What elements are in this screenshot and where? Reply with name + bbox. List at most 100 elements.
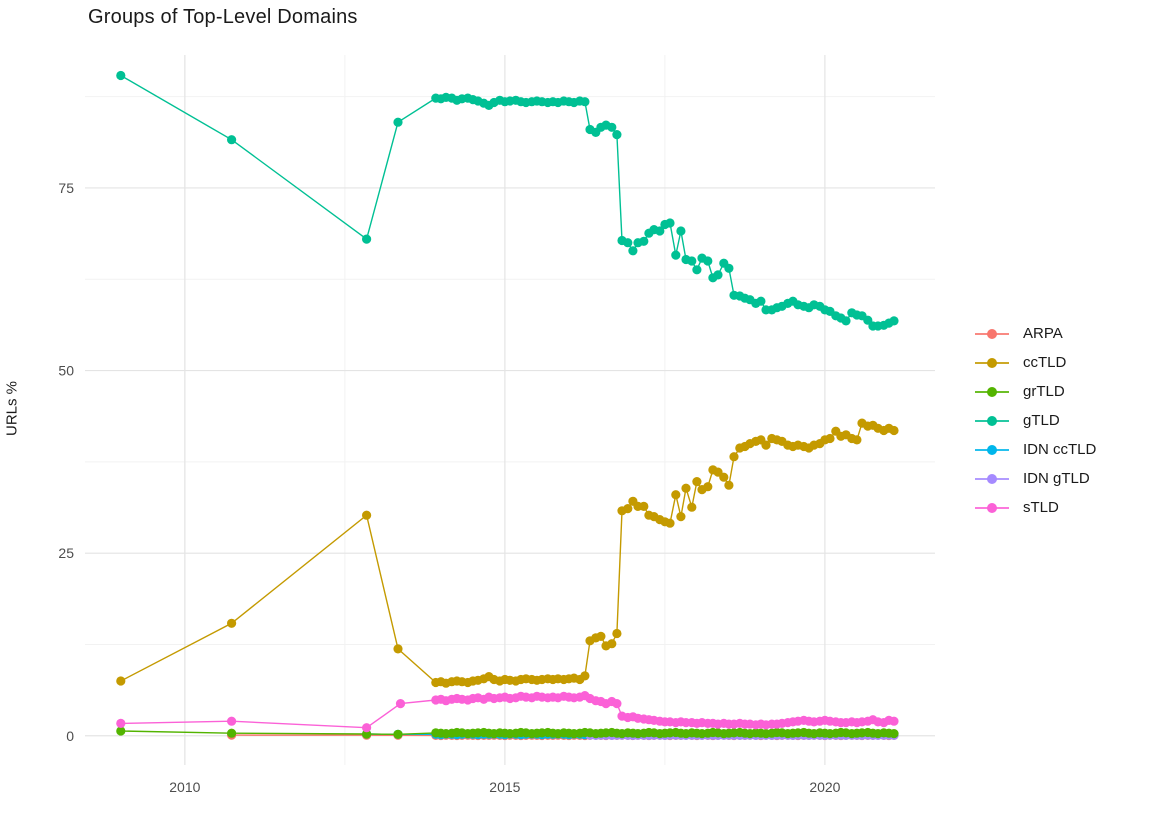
- legend-key-icon: [975, 441, 1009, 459]
- data-point: [623, 504, 633, 514]
- x-tick-label: 2020: [809, 779, 840, 795]
- legend-item-gtld: gTLD: [975, 406, 1096, 435]
- y-tick-label: 50: [58, 363, 74, 379]
- data-point: [612, 130, 622, 140]
- data-point: [692, 265, 702, 275]
- legend-dot-icon: [987, 357, 997, 368]
- data-point: [623, 238, 633, 248]
- data-point: [227, 135, 237, 145]
- data-point: [676, 511, 686, 522]
- data-point: [665, 518, 675, 528]
- legend-key-icon: [975, 383, 1009, 401]
- data-point: [395, 699, 406, 709]
- data-point: [639, 236, 649, 246]
- x-tick-label: 2010: [169, 779, 200, 795]
- data-point: [825, 433, 835, 444]
- legend-item-stld: sTLD: [975, 493, 1096, 522]
- gridlines-major: [85, 55, 935, 765]
- legend-item-label: IDN gTLD: [1023, 470, 1090, 487]
- legend-item-idn-cctld: IDN ccTLD: [975, 435, 1096, 464]
- data-point: [116, 718, 126, 729]
- legend-dot-icon: [987, 502, 997, 513]
- data-point: [596, 631, 606, 642]
- legend-item-cctld: ccTLD: [975, 348, 1096, 377]
- legend-key-icon: [975, 354, 1009, 372]
- legend-dot-icon: [987, 328, 997, 339]
- data-point: [362, 510, 372, 520]
- legend-dot-icon: [987, 444, 997, 455]
- legend-key-icon: [975, 325, 1009, 343]
- data-point: [227, 716, 237, 726]
- legend-key-icon: [975, 499, 1009, 517]
- data-point: [362, 234, 372, 244]
- series-stld: [116, 691, 899, 733]
- data-point: [362, 729, 372, 739]
- legend-item-label: grTLD: [1023, 383, 1065, 400]
- y-tick-label: 0: [66, 728, 74, 744]
- data-point: [692, 477, 702, 487]
- y-tick-label: 25: [58, 545, 74, 561]
- legend-item-idn-gtld: IDN gTLD: [975, 464, 1096, 493]
- legend-dot-icon: [987, 415, 997, 426]
- legend-key-icon: [975, 412, 1009, 430]
- data-point: [713, 270, 723, 280]
- legend-item-grtld: grTLD: [975, 377, 1096, 406]
- data-point: [687, 256, 697, 266]
- data-point: [612, 699, 622, 709]
- data-point: [116, 70, 126, 81]
- data-point: [671, 250, 681, 260]
- data-point: [889, 316, 899, 326]
- legend: ARPA ccTLD grTLD gTLD IDN ccTLD IDN gTLD sTLD: [975, 319, 1096, 522]
- data-point: [655, 226, 665, 236]
- gridlines-minor: [85, 55, 935, 765]
- y-tick-label: 75: [58, 180, 74, 196]
- legend-item-label: IDN ccTLD: [1023, 441, 1097, 458]
- data-point: [703, 256, 713, 266]
- data-point: [729, 452, 739, 462]
- data-point: [756, 296, 766, 306]
- data-point: [676, 226, 686, 236]
- data-point: [841, 316, 851, 326]
- data-point: [703, 482, 713, 492]
- data-point: [393, 117, 403, 127]
- data-point: [362, 723, 372, 733]
- data-point: [393, 729, 403, 739]
- data-point: [889, 716, 899, 726]
- chart-title: Groups of Top-Level Domains: [88, 6, 358, 28]
- data-point: [580, 671, 590, 681]
- legend-item-label: gTLD: [1023, 412, 1060, 429]
- data-point: [607, 639, 617, 649]
- x-tick-label: 2015: [489, 779, 520, 795]
- data-point: [227, 728, 237, 738]
- data-point: [639, 501, 649, 511]
- data-point: [580, 97, 590, 107]
- data-point: [116, 676, 126, 686]
- data-point: [761, 440, 771, 450]
- series-line: [120, 74, 895, 327]
- data-point: [724, 480, 734, 490]
- data-point: [681, 483, 691, 493]
- axis-tick-labels: 0 25 50 75 2010 2015 2020: [58, 180, 840, 795]
- data-point: [227, 618, 237, 628]
- series-gtld: [116, 70, 899, 331]
- data-point: [724, 263, 734, 273]
- legend-item-label: sTLD: [1023, 499, 1059, 516]
- data-point: [607, 122, 617, 132]
- legend-key-icon: [975, 470, 1009, 488]
- legend-dot-icon: [987, 386, 997, 397]
- data-point: [687, 502, 697, 512]
- legend-dot-icon: [987, 473, 997, 484]
- data-point: [393, 644, 403, 654]
- legend-item-arpa: ARPA: [975, 319, 1096, 348]
- legend-item-label: ARPA: [1023, 325, 1063, 342]
- data-point: [665, 218, 675, 228]
- data-point: [719, 472, 729, 482]
- series-grtld: [116, 726, 899, 739]
- data-point: [671, 490, 681, 500]
- data-point: [889, 729, 899, 739]
- data-point: [628, 246, 638, 256]
- data-point: [852, 435, 862, 445]
- data-point: [889, 425, 899, 436]
